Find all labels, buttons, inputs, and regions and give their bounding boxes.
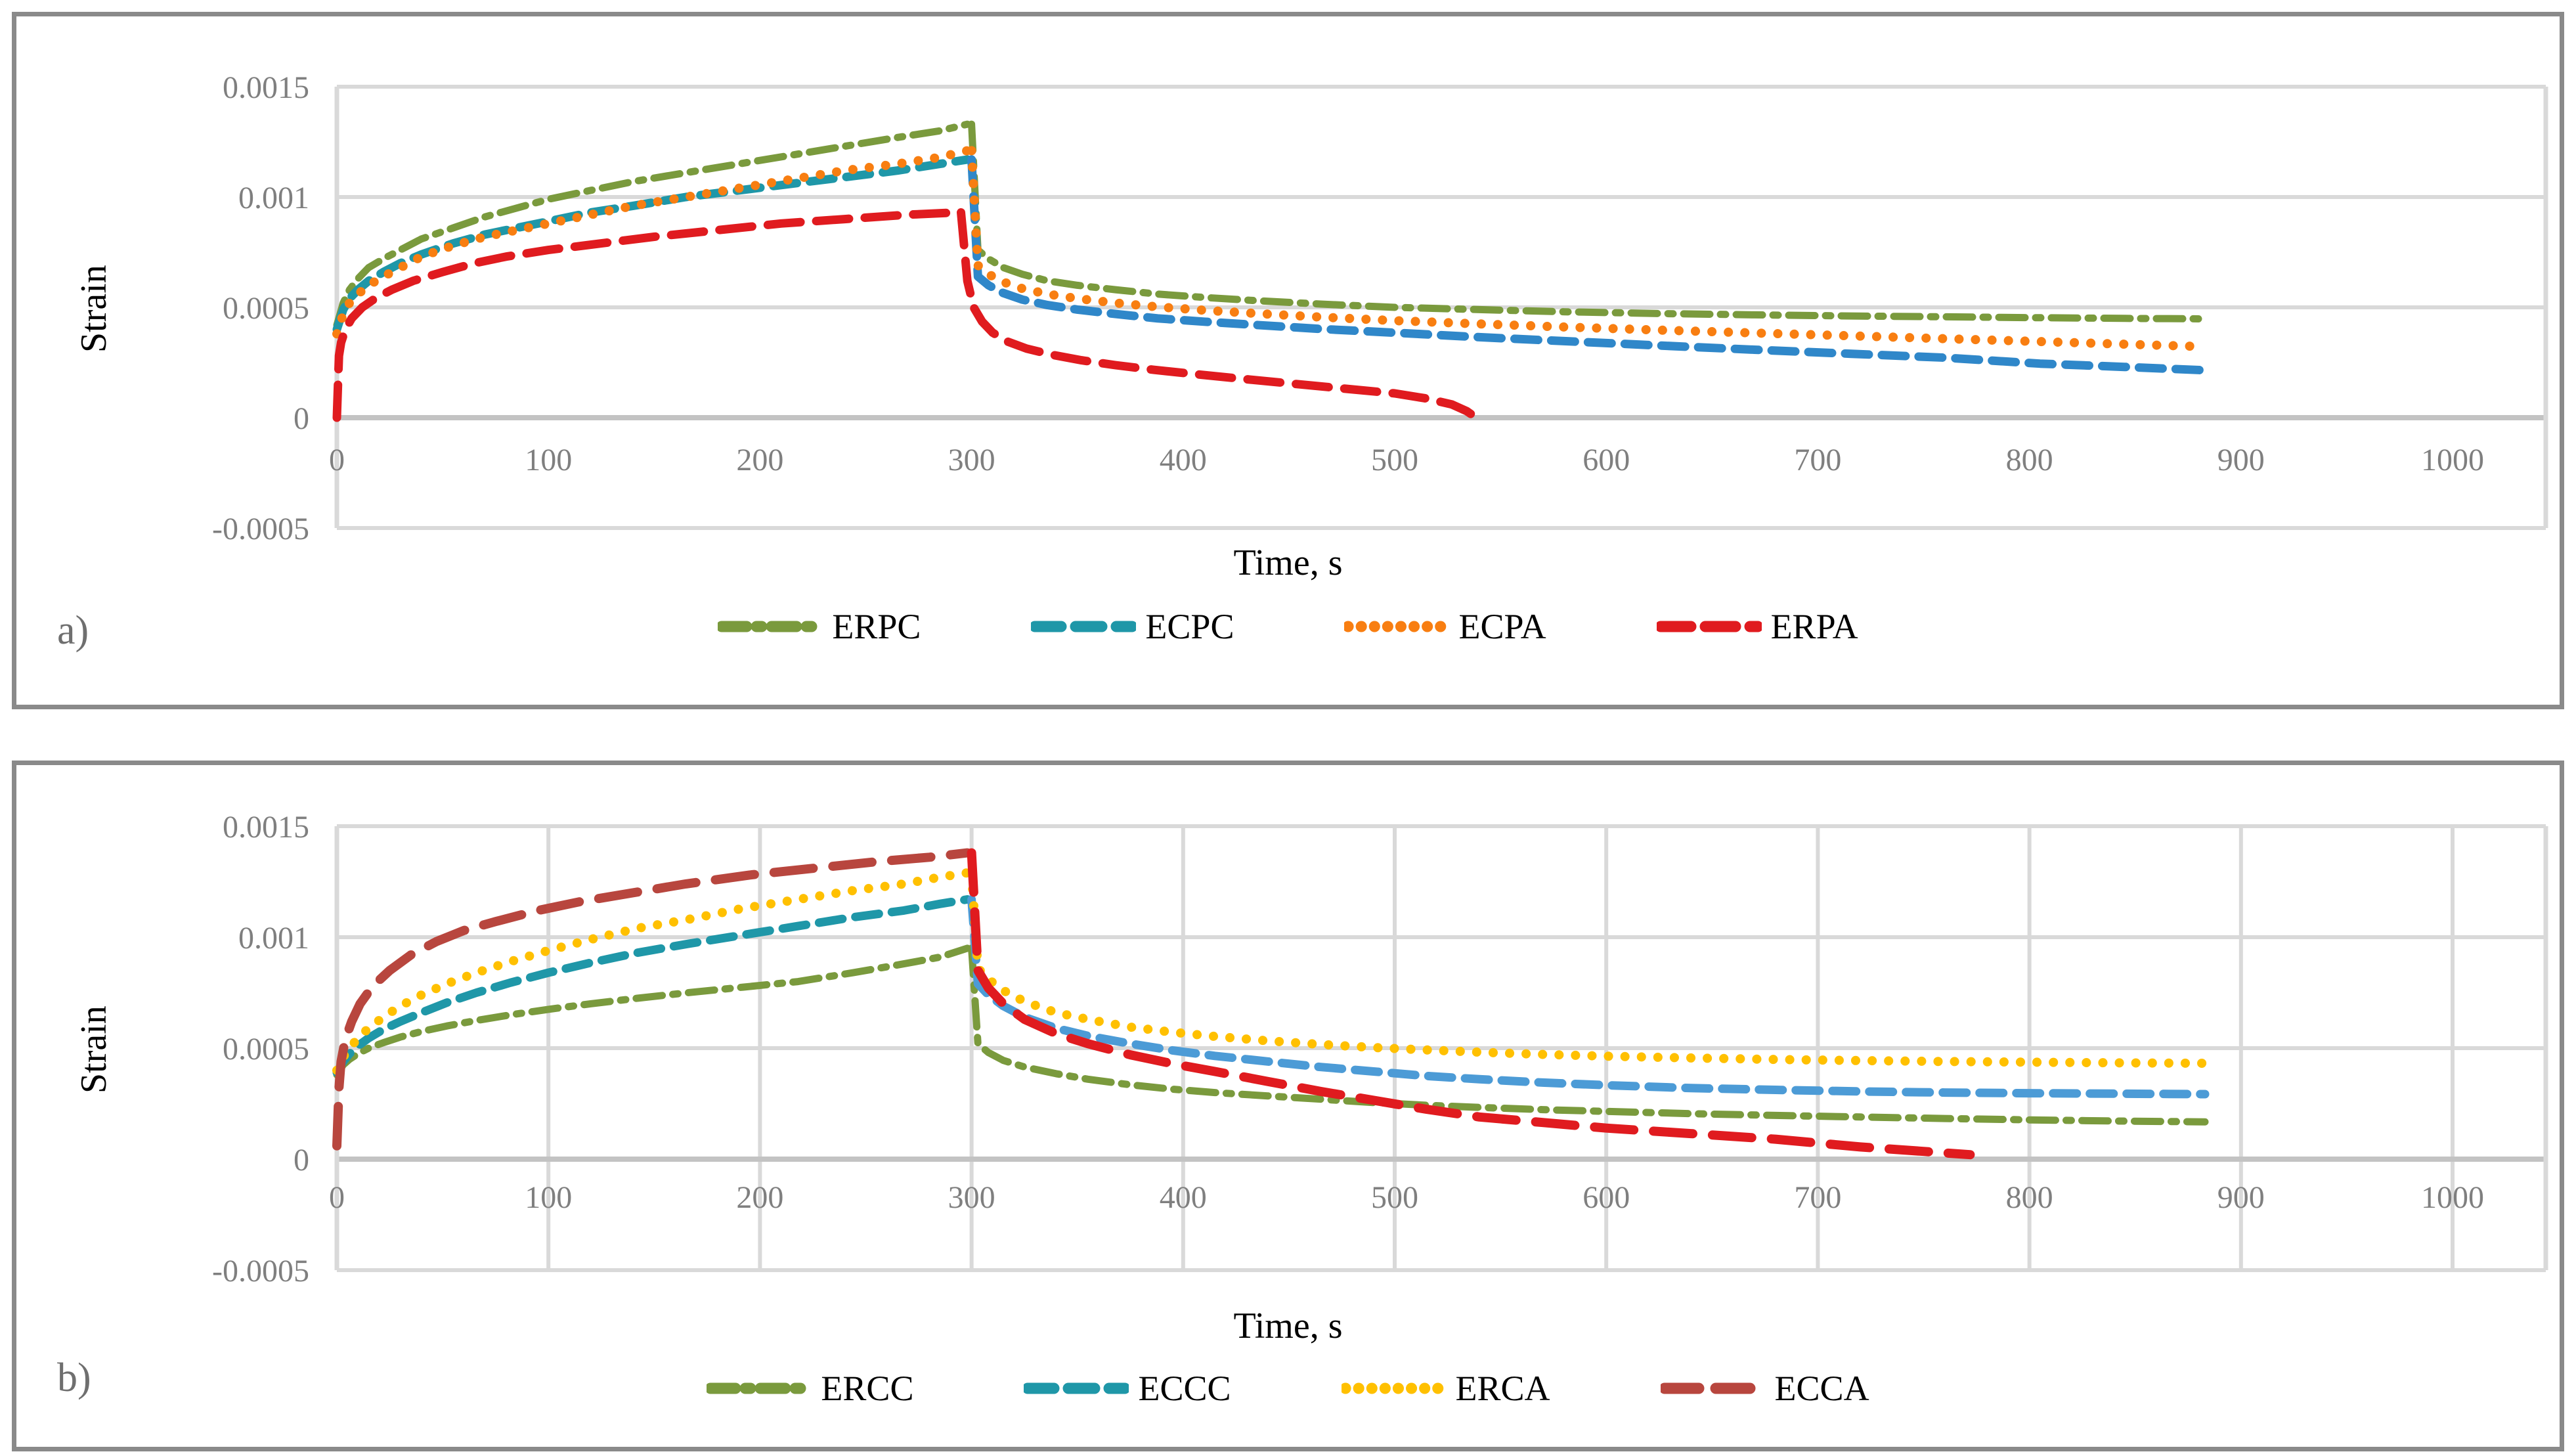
y-axis-title: Strain	[74, 1005, 114, 1093]
y-tick-label: -0.0005	[212, 1254, 309, 1289]
erca-recovery-curve	[967, 868, 2210, 1068]
legend-label: ECPC	[1145, 607, 1234, 646]
x-tick-label: 300	[948, 1180, 995, 1215]
x-tick-label: 300	[948, 443, 995, 477]
x-tick-label: 0	[329, 1180, 345, 1215]
y-tick-label: 0.0005	[223, 1032, 309, 1067]
y-tick-label: -0.0005	[212, 512, 309, 546]
ercc-recovery-curve	[968, 944, 2209, 1126]
ecca-legend-swatch-icon	[1660, 1382, 1766, 1394]
ecca-creep-curve	[332, 848, 972, 1151]
chart-a-plot-area: 0.0015 0.001 0.0005 0 -0.0005 0 100 200 300 400 50…	[212, 70, 2548, 546]
x-tick-label: 700	[1794, 443, 1841, 477]
legend-label: ERCC	[821, 1369, 914, 1408]
legend-item-erpc: ERPC	[718, 606, 921, 647]
y-tick-label: 0	[294, 401, 309, 436]
legend-item-ecpc: ECPC	[1031, 606, 1234, 647]
ecpa-creep-curve	[332, 146, 972, 339]
x-tick-label: 100	[525, 1180, 572, 1215]
x-tick-label: 900	[2217, 443, 2265, 477]
x-axis-title: Time, s	[1233, 542, 1343, 583]
erpa-recovery-curve	[957, 208, 1477, 420]
y-tick-label: 0.0005	[223, 291, 309, 326]
y-tick-label: 0.0015	[223, 70, 309, 105]
erpc-creep-curve	[333, 120, 971, 329]
ecpa-recovery-curve	[967, 146, 2210, 351]
legend-item-erca: ERCA	[1341, 1368, 1550, 1409]
x-tick-label: 500	[1371, 1180, 1418, 1215]
erca-creep-curve	[332, 868, 972, 1075]
legend-item-ercc: ERCC	[707, 1368, 913, 1409]
erpa-legend-swatch-icon	[1656, 621, 1762, 632]
y-axis-title: Strain	[74, 265, 114, 353]
panel-label-a: a)	[57, 608, 89, 653]
x-tick-label: 600	[1583, 1180, 1630, 1215]
legend-label: ERPA	[1770, 607, 1858, 646]
ercc-creep-curve	[333, 944, 971, 1079]
x-tick-label: 400	[1160, 1180, 1207, 1215]
y-tick-label: 0.0015	[223, 810, 309, 845]
panel-label-b: b)	[57, 1356, 91, 1400]
x-tick-label: 800	[2006, 443, 2053, 477]
legend-label: ERPC	[832, 607, 921, 646]
legend-item-ecpa: ECPA	[1344, 606, 1546, 647]
legend-label: ERCA	[1455, 1369, 1550, 1408]
x-tick-label: 100	[525, 443, 572, 477]
ecca-recovery-curve	[967, 848, 1975, 1160]
chart-panel-b: 0.0015 0.001 0.0005 0 -0.0005 0 100 200 300 400 50…	[12, 761, 2564, 1451]
erca-legend-swatch-icon	[1341, 1382, 1447, 1394]
eccc-recovery-curve	[967, 895, 2210, 1099]
ecpc-legend-swatch-icon	[1031, 621, 1137, 632]
x-tick-label: 800	[2006, 1180, 2053, 1215]
legend-label: ECCA	[1774, 1369, 1869, 1408]
ecpc-creep-curve	[332, 155, 972, 334]
x-tick-label: 1000	[2421, 443, 2484, 477]
x-tick-label: 700	[1794, 1180, 1841, 1215]
ecpa-legend-swatch-icon	[1344, 621, 1450, 632]
x-tick-label: 200	[736, 443, 783, 477]
legend-label: ECPA	[1458, 607, 1546, 646]
x-tick-label: 900	[2217, 1180, 2265, 1215]
x-tick-label: 200	[736, 1180, 783, 1215]
eccc-legend-swatch-icon	[1024, 1382, 1129, 1394]
legend: ERPC ECPC ECPA ERPA	[16, 606, 2560, 647]
y-tick-label: 0.001	[238, 181, 309, 215]
x-axis-title: Time, s	[1233, 1306, 1343, 1346]
x-tick-label: 400	[1160, 443, 1207, 477]
y-tick-label: 0.001	[238, 921, 309, 956]
legend: ERCC ECCC ERCA ECCA	[16, 1368, 2560, 1409]
x-tick-label: 1000	[2421, 1180, 2484, 1215]
erpc-recovery-curve	[968, 120, 2209, 322]
eccc-creep-curve	[332, 895, 972, 1077]
legend-item-erpa: ERPA	[1656, 606, 1858, 647]
legend-label: ECCC	[1138, 1369, 1231, 1408]
x-tick-label: 600	[1583, 443, 1630, 477]
ecpc-recovery-curve	[967, 155, 2210, 375]
erpc-legend-swatch-icon	[718, 621, 823, 632]
x-tick-label: 0	[329, 443, 345, 477]
ercc-legend-swatch-icon	[707, 1382, 812, 1394]
y-tick-label: 0	[294, 1143, 309, 1178]
erpa-creep-curve	[332, 208, 961, 422]
x-tick-label: 500	[1371, 443, 1418, 477]
chart-panel-a: 0.0015 0.001 0.0005 0 -0.0005 0 100 200 300 400 50…	[12, 12, 2564, 709]
legend-item-eccc: ECCC	[1024, 1368, 1231, 1409]
legend-item-ecca: ECCA	[1660, 1368, 1869, 1409]
chart-b-plot-area: 0.0015 0.001 0.0005 0 -0.0005 0 100 200 300 400 50…	[212, 810, 2548, 1289]
